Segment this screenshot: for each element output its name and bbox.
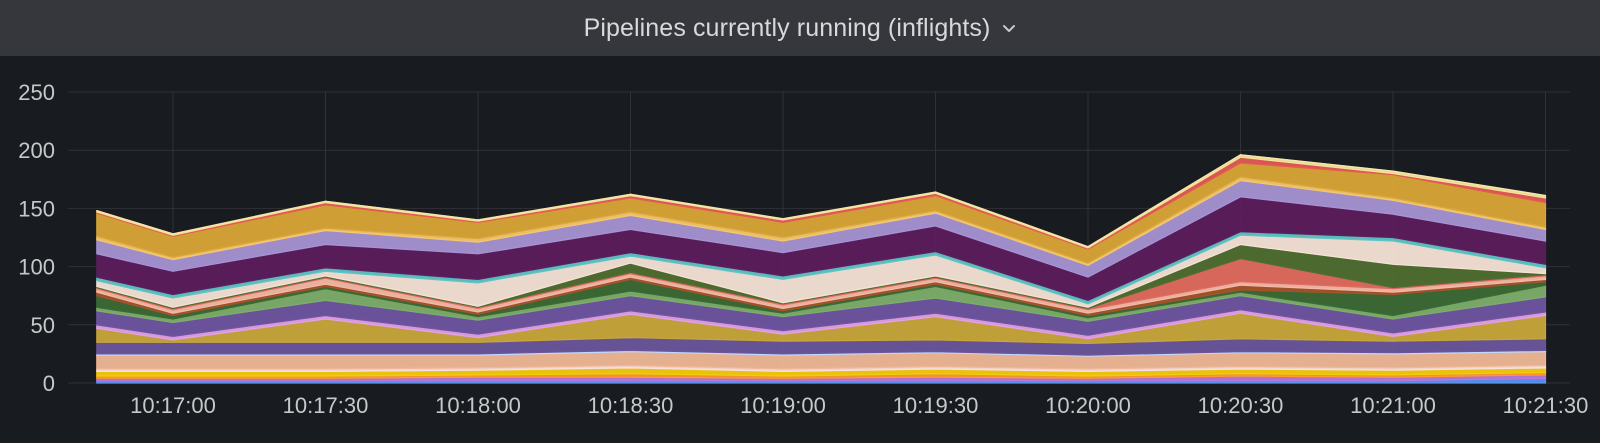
chevron-down-icon[interactable] [1002, 21, 1016, 39]
x-tick-label: 10:17:30 [283, 393, 369, 418]
y-tick-label: 100 [18, 255, 55, 280]
x-axis: 10:17:00 10:17:30 10:18:00 10:18:30 10:19:00… [130, 393, 1588, 418]
x-tick-label: 10:20:00 [1045, 393, 1131, 418]
x-tick-label: 10:18:30 [588, 393, 674, 418]
x-tick-label: 10:19:00 [740, 393, 826, 418]
stacked-area-chart[interactable]: 0 50 100 150 200 250 10:17:00 10:17:30 10:18:00… [0, 56, 1600, 443]
x-tick-label: 10:19:30 [893, 393, 979, 418]
x-tick-label: 10:20:30 [1198, 393, 1284, 418]
y-tick-label: 200 [18, 138, 55, 163]
x-tick-label: 10:21:30 [1503, 393, 1589, 418]
x-tick-label: 10:21:00 [1350, 393, 1436, 418]
panel-header[interactable]: Pipelines currently running (inflights) [0, 0, 1600, 56]
chart-series-areas[interactable] [96, 154, 1547, 384]
y-tick-label: 50 [31, 313, 55, 338]
y-tick-label: 150 [18, 196, 55, 221]
panel-title[interactable]: Pipelines currently running (inflights) [583, 13, 991, 42]
x-tick-label: 10:18:00 [435, 393, 521, 418]
x-tick-label: 10:17:00 [130, 393, 216, 418]
y-axis: 0 50 100 150 200 250 [18, 80, 55, 396]
y-tick-label: 0 [43, 371, 55, 396]
stack-top-outline [96, 154, 1546, 248]
y-tick-label: 250 [18, 80, 55, 105]
